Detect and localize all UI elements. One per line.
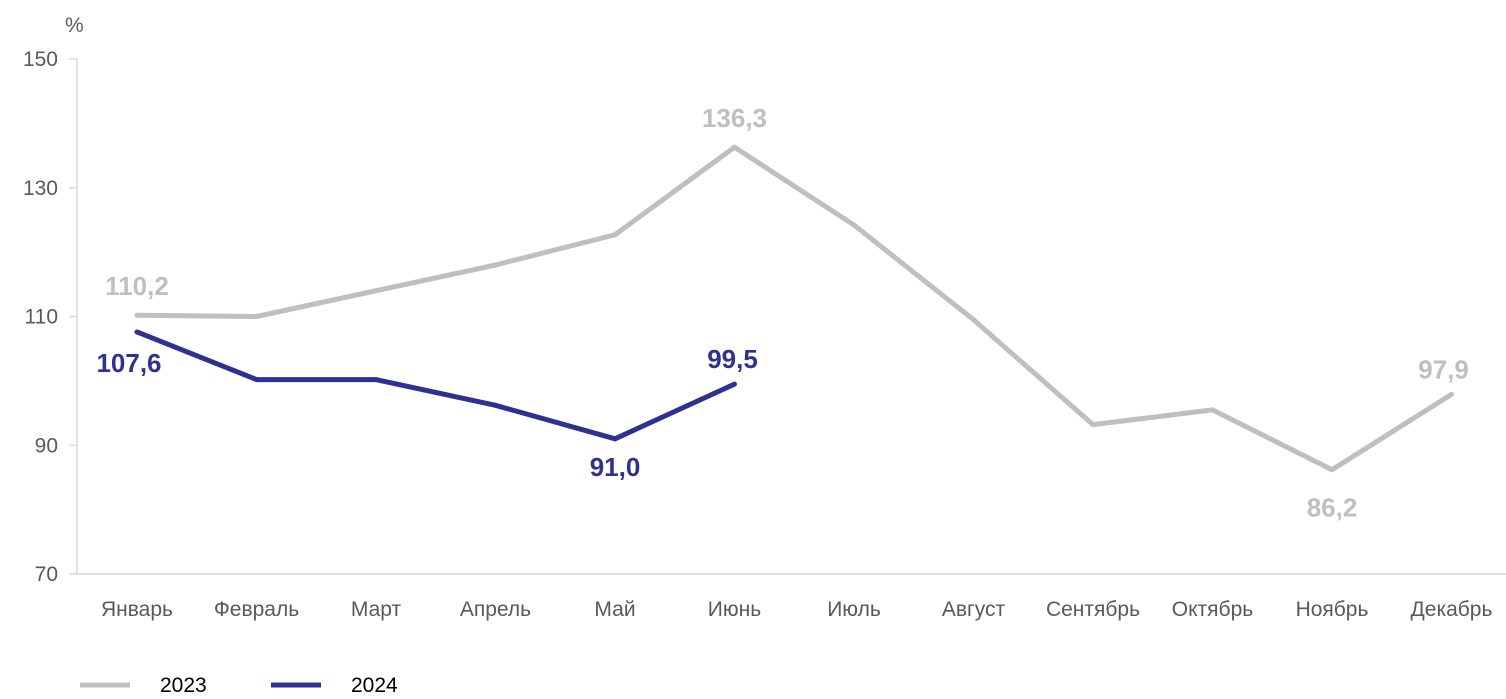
- data-point-2023: [971, 317, 976, 323]
- data-point-2023: [732, 144, 737, 150]
- data-point-2024: [612, 436, 618, 442]
- legend-label-2023: 2023: [160, 674, 207, 694]
- x-tick-label: Октябрь: [1172, 598, 1253, 621]
- data-label-2024: 91,0: [590, 452, 641, 482]
- data-point-2023: [493, 262, 498, 268]
- series-line-2023: [136, 144, 1453, 473]
- axes: 150 130 110 90 70 Январь Февраль Март Апрель Май И…: [23, 48, 1506, 621]
- y-tick-label: 130: [23, 177, 58, 200]
- x-tick-label: Апрель: [460, 598, 531, 621]
- data-label-2023: 136,3: [702, 103, 767, 133]
- data-point-2023: [1449, 391, 1454, 397]
- data-label-2024: 99,5: [707, 344, 758, 374]
- data-point-2023: [1329, 467, 1335, 473]
- data-label-2023: 86,2: [1307, 493, 1358, 523]
- data-point-2023: [373, 288, 379, 294]
- x-tick-label: Январь: [101, 598, 173, 621]
- x-tick-label: Май: [594, 598, 635, 621]
- data-label-2023: 110,2: [105, 271, 169, 301]
- y-tick-label: 150: [23, 48, 58, 71]
- data-point-2023: [851, 222, 857, 228]
- legend: 2023 2024: [80, 674, 398, 697]
- x-tick-label: Сентябрь: [1046, 598, 1140, 621]
- data-point-2023: [254, 314, 259, 319]
- y-axis-unit-label: %: [65, 14, 84, 37]
- series-line-2024: [136, 329, 736, 442]
- data-point-2024: [134, 329, 140, 335]
- data-point-2023: [1090, 422, 1096, 428]
- y-tick-label: 110: [25, 306, 58, 329]
- data-point-2023: [612, 232, 618, 238]
- data-point-2024: [732, 381, 737, 387]
- y-tick-label: 70: [35, 563, 58, 586]
- data-labels: 110,2 136,3 86,2 97,9 107,6 91,0 99,5: [96, 103, 1468, 523]
- x-tick-label: Март: [351, 598, 402, 621]
- x-tick-label: Февраль: [214, 598, 299, 621]
- x-tick-label: Декабрь: [1411, 598, 1493, 621]
- data-point-2023: [134, 312, 140, 318]
- data-label-2024: 107,6: [96, 348, 161, 378]
- y-tick-label: 90: [35, 434, 58, 457]
- legend-label-2024: 2024: [351, 674, 398, 694]
- data-point-2024: [254, 377, 259, 383]
- x-tick-label: Август: [942, 598, 1006, 621]
- x-tick-label: Июнь: [708, 598, 761, 621]
- x-tick-label: Ноябрь: [1296, 598, 1369, 621]
- series-lines: [134, 144, 1454, 473]
- x-tick-label: Июль: [827, 598, 881, 621]
- data-point-2024: [373, 377, 379, 383]
- data-label-2023: 97,9: [1418, 354, 1469, 384]
- data-point-2024: [493, 402, 498, 408]
- data-point-2023: [1210, 407, 1215, 413]
